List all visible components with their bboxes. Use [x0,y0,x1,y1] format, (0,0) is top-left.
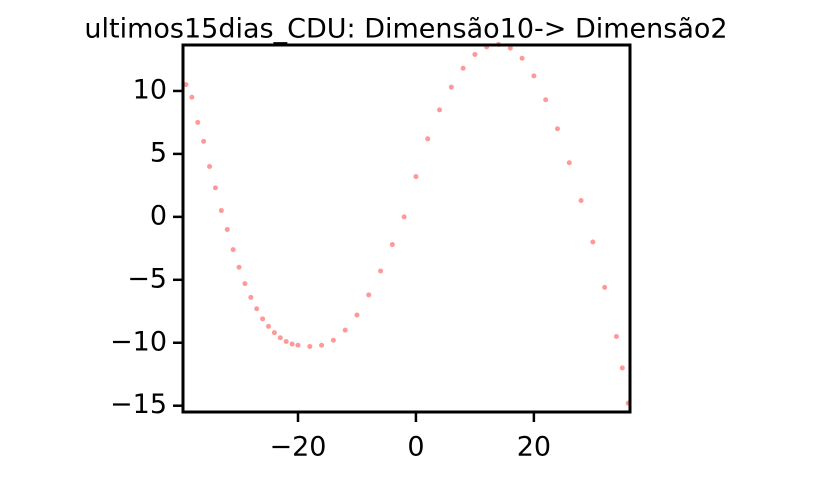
point [195,119,201,125]
point [389,242,395,248]
point [602,284,608,290]
point [413,174,419,180]
point [519,55,525,61]
point [283,338,289,344]
point [354,312,360,318]
point [366,292,372,298]
point [271,330,277,336]
point [448,84,454,90]
point [460,65,466,71]
point [218,208,224,214]
point [554,126,560,132]
point [330,337,336,343]
point [590,239,596,245]
point [342,327,348,333]
point [472,51,478,57]
y-tick-label: −10 [110,326,167,357]
point [425,136,431,142]
point [378,268,384,274]
point [242,281,248,287]
point [277,335,283,341]
point [183,82,189,88]
y-tick-label: −5 [127,263,167,294]
chart-title: ultimos15dias_CDU: Dimensão10-> Dimensão… [84,14,727,45]
y-tick-label: 5 [150,137,167,168]
point [207,163,213,169]
point [613,333,619,339]
plot-frame [181,43,632,414]
point [401,214,407,220]
point [224,226,230,232]
point [543,97,549,103]
x-tick-label: 20 [517,432,551,463]
point [212,185,218,191]
point [248,294,254,300]
x-tick-label: −20 [270,432,327,463]
point [531,73,537,79]
point [266,323,272,329]
point [578,197,584,203]
point [189,94,195,100]
point [236,264,242,270]
point [230,247,236,253]
point [619,365,625,371]
y-tick-label: 10 [133,74,167,105]
point [307,344,313,350]
x-tick-label: 0 [407,432,424,463]
point [437,107,443,113]
point [254,306,260,312]
point [260,316,266,322]
y-tick-label: 0 [150,200,167,231]
point [295,342,301,348]
point [289,341,295,347]
point [319,342,325,348]
point [507,45,513,51]
point [201,138,207,144]
y-tick-label: −15 [110,389,167,420]
point [566,160,572,166]
